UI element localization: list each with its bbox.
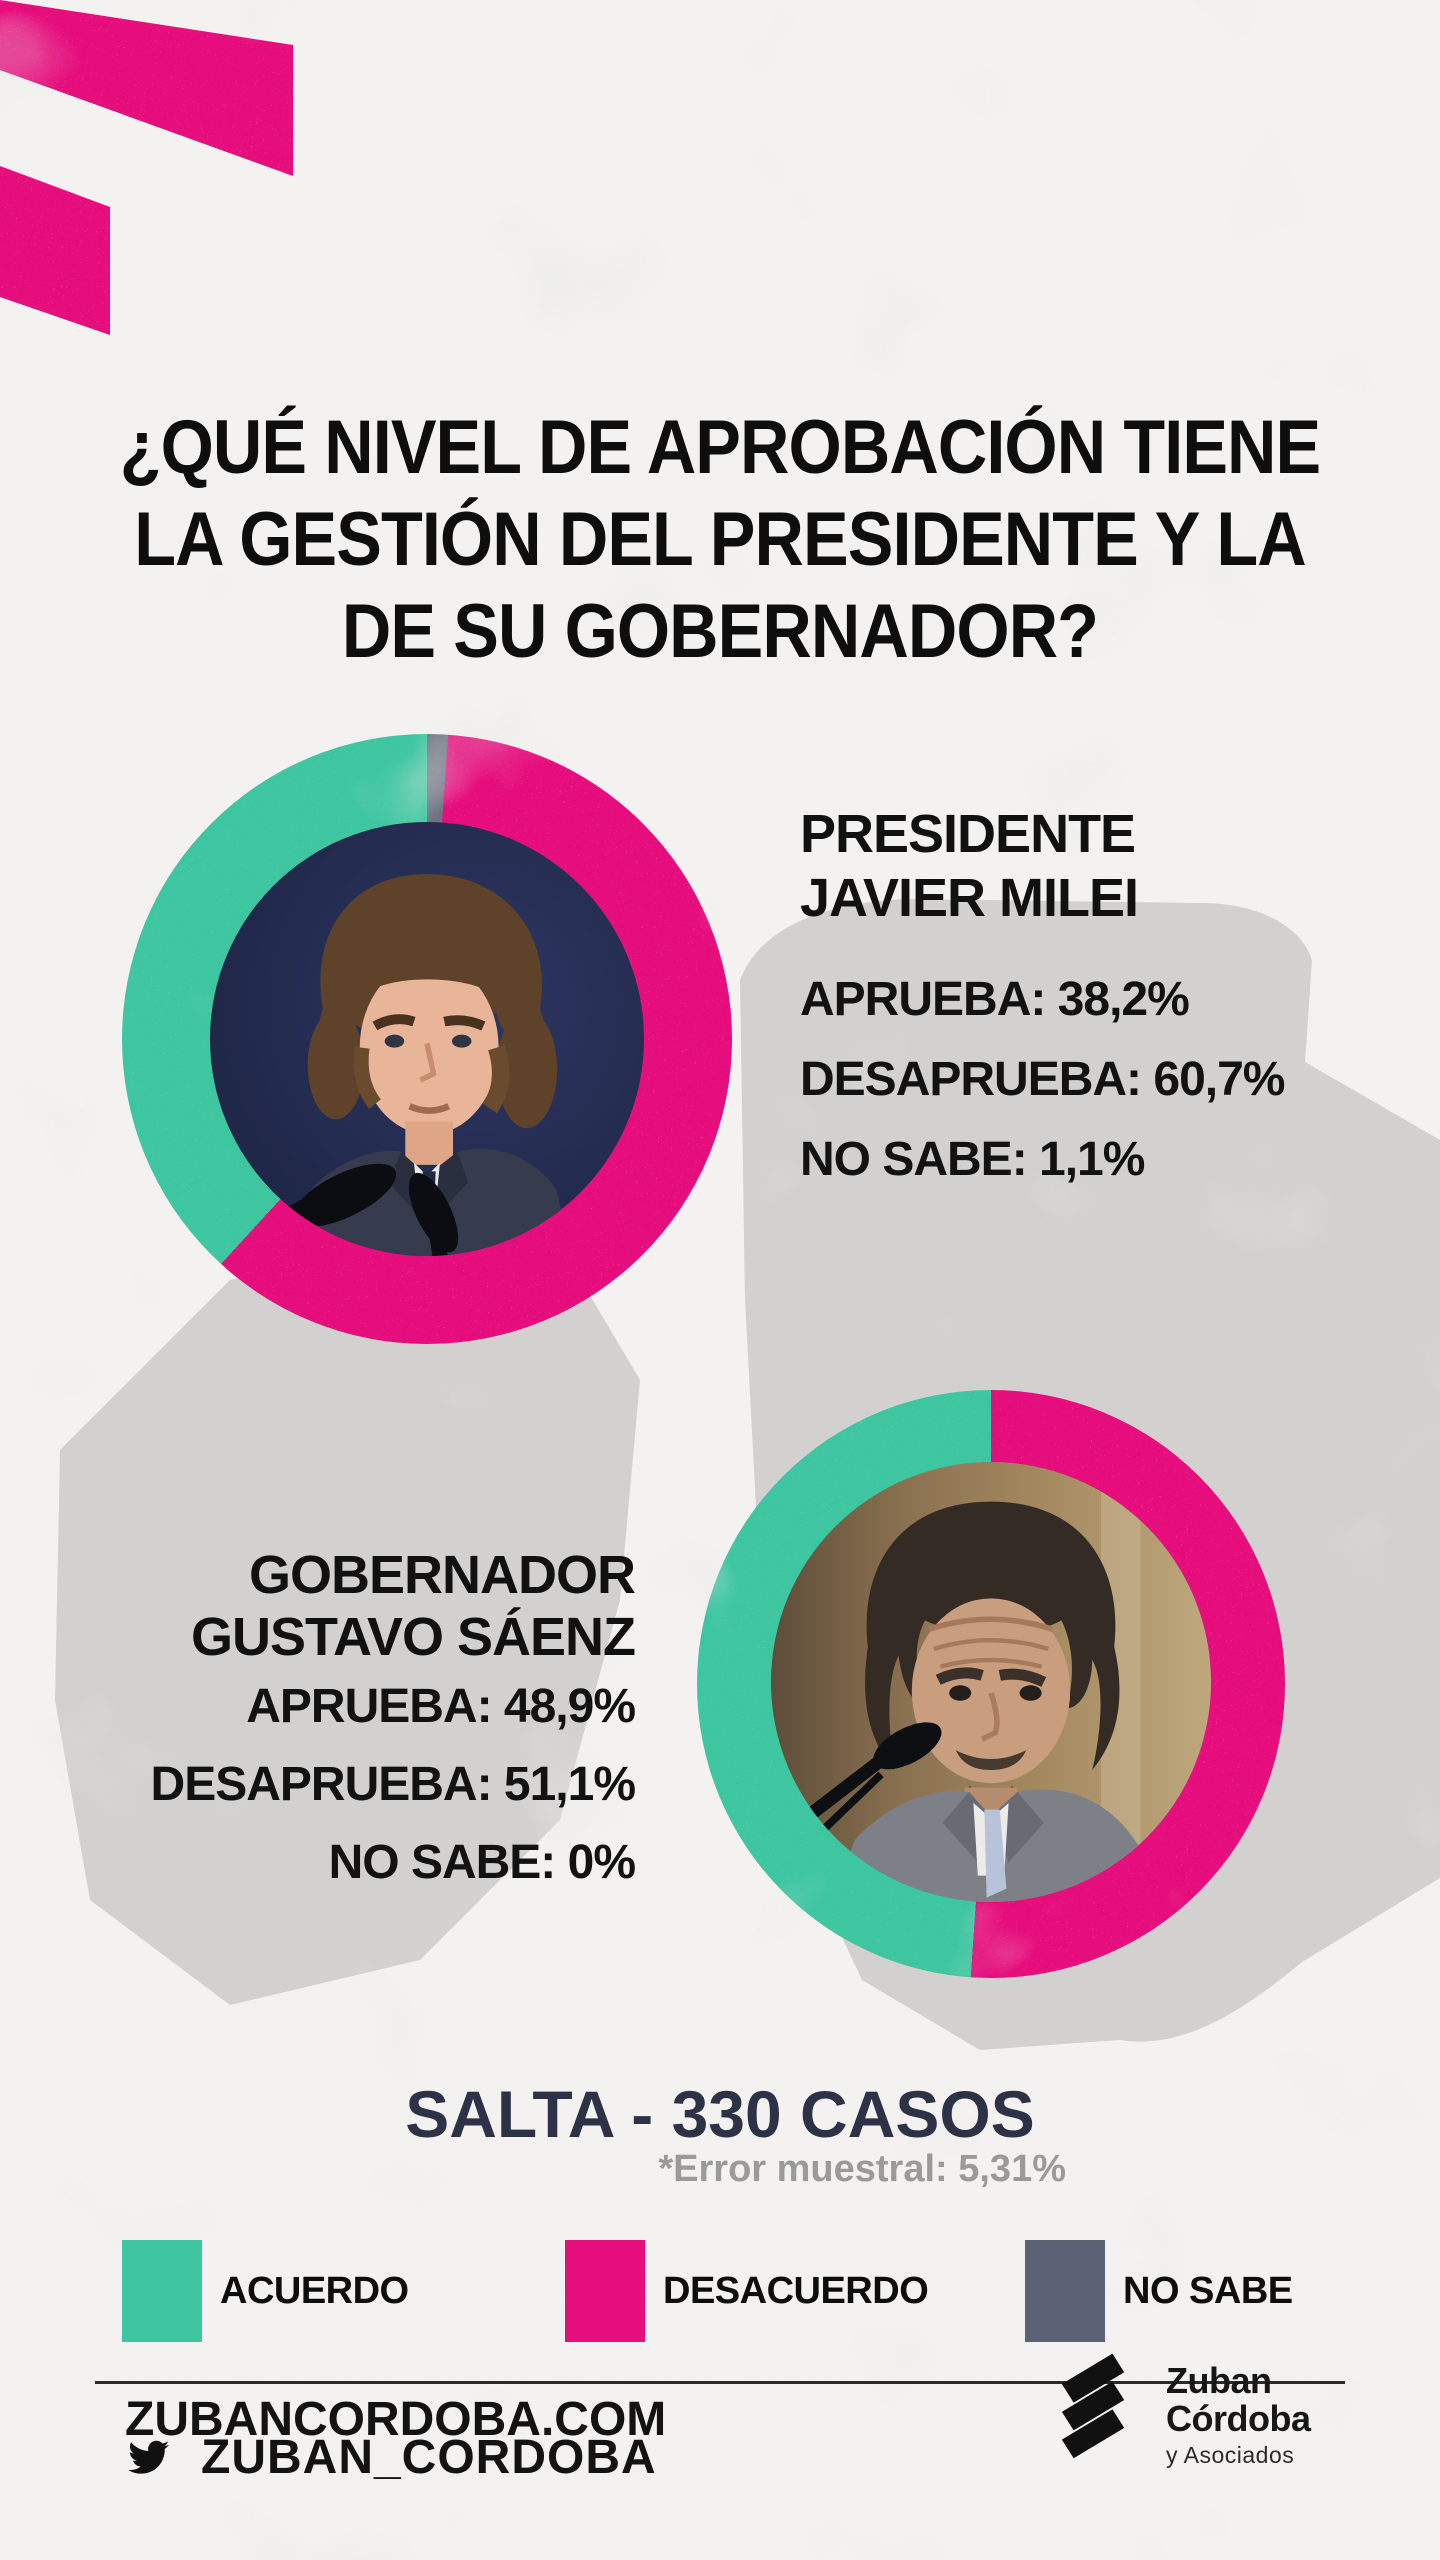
twitter-handle-link[interactable]: ZUBAN_CORDOBA (201, 2430, 657, 2484)
president-role-label: PRESIDENTE (800, 804, 1136, 864)
governor-stats: APRUEBA: 48,9% DESAPRUEBA: 51,1% NO SABE… (60, 1680, 636, 1916)
governor-name-label: GUSTAVO SÁENZ (190, 1607, 636, 1667)
president-heading: PRESIDENTE JAVIER MILEI (800, 802, 1139, 930)
page-title: ¿QUÉ NIVEL DE APROBACIÓN TIENE LA GESTIÓ… (119, 405, 1321, 674)
logo-name-line1: Zuban (1166, 2360, 1272, 2401)
twitter-row: ZUBAN_CORDOBA (125, 2430, 657, 2484)
logo-name-line2: Córdoba (1166, 2398, 1311, 2439)
logo-tagline: y Asociados (1166, 2442, 1295, 2468)
twitter-bird-icon (128, 2440, 170, 2474)
javier-milei-portrait (210, 822, 644, 1256)
zuban-cordoba-logo: Zuban Córdoba y Asociados (1056, 2352, 1311, 2470)
sample-error-note: *Error muestral: 5,31% (658, 2148, 1066, 2190)
gustavo-saenz-photo-illustration (771, 1462, 1211, 1902)
nosabe-color-swatch (1025, 2240, 1105, 2342)
president-nosabe-stat: NO SABE: 1,1% (800, 1133, 1145, 1186)
president-name-label: JAVIER MILEI (800, 868, 1139, 928)
legend-item-acuerdo: ACUERDO (122, 2240, 409, 2342)
governor-nosabe-stat: NO SABE: 0% (328, 1836, 636, 1889)
governor-role-label: GOBERNADOR (248, 1545, 636, 1605)
governor-aprueba-stat: APRUEBA: 48,9% (246, 1680, 636, 1733)
acuerdo-label: ACUERDO (220, 2269, 409, 2312)
president-stats: APRUEBA: 38,2% DESAPRUEBA: 60,7% NO SABE… (800, 973, 1285, 1215)
sample-headline: SALTA - 330 CASOS (405, 2077, 1035, 2151)
javier-milei-photo-illustration (210, 822, 644, 1256)
governor-desaprueba-stat: DESAPRUEBA: 51,1% (150, 1758, 636, 1811)
governor-heading: GOBERNADOR GUSTAVO SÁENZ (60, 1544, 636, 1668)
gustavo-saenz-portrait (771, 1462, 1211, 1902)
legend-item-nosabe: NO SABE (1025, 2240, 1293, 2342)
president-aprueba-stat: APRUEBA: 38,2% (800, 973, 1190, 1026)
zuban-cordoba-logo-stripes-icon (1061, 2353, 1125, 2459)
acuerdo-color-swatch (122, 2240, 202, 2342)
desacuerdo-color-swatch (565, 2240, 645, 2342)
desacuerdo-label: DESACUERDO (663, 2269, 929, 2312)
legend-item-desacuerdo: DESACUERDO (565, 2240, 929, 2342)
zuban-cordoba-logo-text: Zuban Córdoba y Asociados (1166, 2352, 1311, 2470)
nosabe-label: NO SABE (1123, 2269, 1293, 2312)
president-desaprueba-stat: DESAPRUEBA: 60,7% (800, 1053, 1285, 1106)
